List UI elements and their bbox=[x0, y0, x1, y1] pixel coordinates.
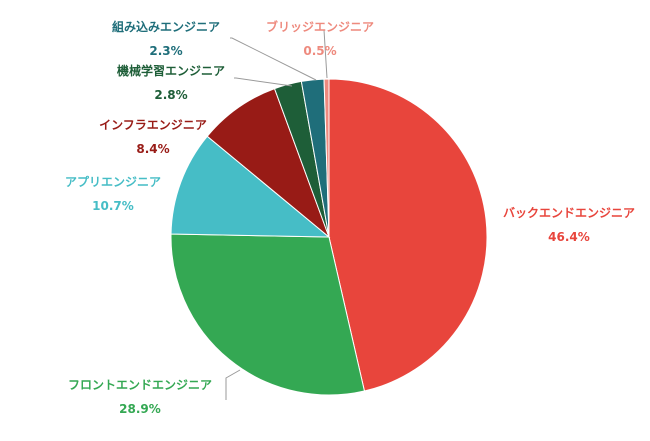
leader-lines bbox=[225, 29, 328, 400]
leader-line-ブリッジエンジニア bbox=[323, 29, 328, 79]
pie-slice-アプリエンジニア bbox=[170, 135, 331, 238]
label-インフラエンジニア: インフラエンジニア 8.4% bbox=[99, 118, 207, 156]
pie-slice-ブリッジエンジニア bbox=[323, 78, 330, 238]
label-組み込みエンジニア: 組み込みエンジニア 2.3% bbox=[112, 19, 220, 58]
slice-percent: 8.4% bbox=[136, 142, 169, 156]
slice-percent: 2.3% bbox=[149, 44, 182, 58]
slice-percent: 10.7% bbox=[92, 199, 134, 213]
slice-percent: 2.8% bbox=[154, 88, 187, 102]
label-アプリエンジニア: アプリエンジニア 10.7% bbox=[65, 174, 161, 213]
slice-label: フロントエンドエンジニア bbox=[68, 378, 212, 392]
slice-percent: 28.9% bbox=[119, 402, 161, 416]
slice-label: インフラエンジニア bbox=[99, 118, 207, 132]
leader-line-フロントエンドエンジニア bbox=[225, 369, 241, 400]
label-機械学習エンジニア: 機械学習エンジニア 2.8% bbox=[117, 63, 225, 102]
slice-label: アプリエンジニア bbox=[65, 174, 161, 189]
slice-label: 機械学習エンジニア bbox=[117, 63, 225, 78]
label-フロントエンドエンジニア: フロントエンドエンジニア 28.9% bbox=[68, 378, 212, 416]
pie-slice-フロントエンドエンジニア bbox=[170, 233, 366, 396]
pie-slices bbox=[170, 78, 488, 396]
pie-slice-バックエンドエンジニア bbox=[328, 78, 488, 392]
slice-label: 組み込みエンジニア bbox=[112, 19, 220, 34]
label-バックエンドエンジニア: バックエンドエンジニア 46.4% bbox=[503, 206, 635, 244]
slice-label: バックエンドエンジニア bbox=[503, 206, 635, 220]
leader-line-機械学習エンジニア bbox=[234, 77, 293, 87]
slice-label: ブリッジエンジニア bbox=[266, 19, 374, 34]
slice-percent: 46.4% bbox=[548, 230, 590, 244]
slice-percent: 0.5% bbox=[303, 44, 336, 58]
label-ブリッジエンジニア: ブリッジエンジニア 0.5% bbox=[266, 19, 374, 58]
leader-line-組み込みエンジニア bbox=[230, 37, 317, 81]
